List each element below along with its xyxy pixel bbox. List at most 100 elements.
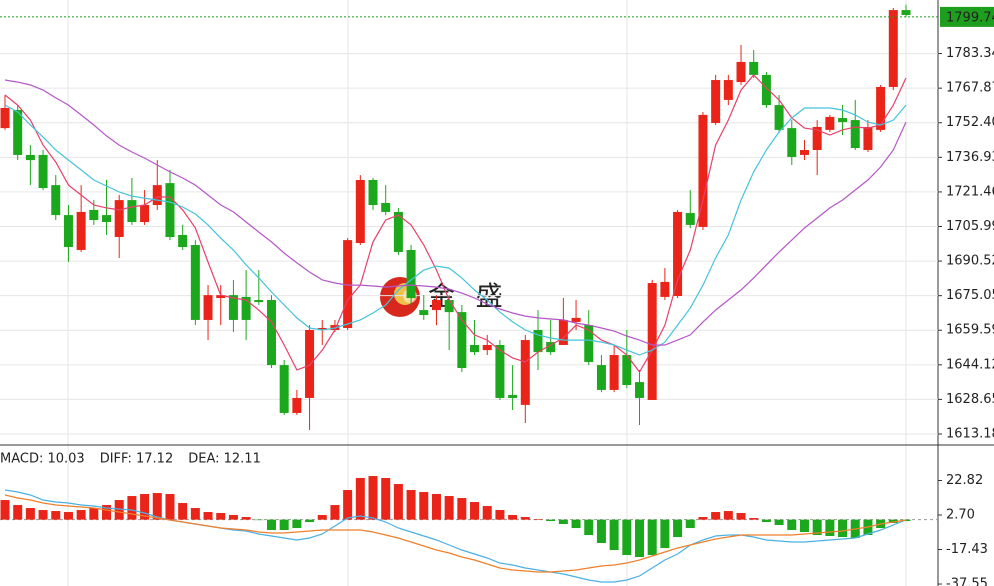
macd-bar — [698, 517, 708, 520]
candle-body — [812, 126, 822, 151]
macd-bar — [761, 519, 771, 523]
candle-body — [368, 179, 378, 206]
macd-bar — [419, 492, 429, 520]
candle-body — [165, 183, 175, 237]
macd-bar — [13, 505, 23, 520]
candle-body — [799, 150, 809, 155]
y-tick-label: 1613.18 — [946, 427, 994, 442]
y-tick-label: 1705.99 — [946, 219, 994, 234]
y-tick-label: 1721.46 — [946, 184, 994, 199]
candle-body — [127, 200, 137, 223]
macd-bar — [520, 517, 530, 520]
candle-body — [178, 234, 188, 248]
moving-average-line — [4, 74, 907, 374]
macd-bar — [635, 519, 645, 558]
candle-body — [317, 327, 327, 330]
last-price-box — [940, 6, 994, 27]
macd-bar — [355, 478, 365, 520]
macd-bar — [114, 500, 124, 520]
candle-body — [76, 211, 86, 250]
macd-bar — [825, 519, 835, 537]
macd-bar — [216, 513, 226, 520]
macd-bar — [254, 519, 264, 521]
macd-bar — [152, 493, 162, 520]
candle-body — [698, 114, 708, 227]
macd-bar — [508, 515, 518, 520]
y-tick-label: 2.70 — [946, 507, 975, 522]
candle-body — [241, 296, 251, 320]
candle-body — [749, 61, 759, 75]
candle-body — [647, 283, 657, 400]
legend-entry: DEA: 12.11 — [188, 452, 261, 467]
candle-body — [711, 80, 721, 123]
macd-bar — [368, 476, 378, 520]
y-tick-label: 1736.93 — [946, 150, 994, 165]
candle-body — [305, 329, 315, 398]
macd-bar — [292, 519, 302, 529]
candle-body — [190, 245, 200, 320]
candle-body — [292, 397, 302, 413]
candle-body — [152, 185, 162, 206]
macd-bar — [266, 519, 276, 531]
candle-body — [444, 300, 454, 313]
candle-body — [761, 74, 771, 106]
y-tick-label: 22.82 — [946, 473, 983, 488]
candle-body — [470, 344, 480, 353]
y-tick-label: 1659.59 — [946, 323, 994, 338]
candle-body — [850, 120, 860, 149]
candle-body — [457, 312, 467, 369]
macd-line — [4, 494, 907, 573]
macd-bar — [838, 519, 848, 538]
candle-body — [89, 209, 99, 220]
macd-bar — [685, 519, 695, 529]
macd-bar — [63, 512, 73, 520]
candle-body — [343, 240, 353, 328]
macd-bar — [736, 513, 746, 520]
macd-bar — [76, 510, 86, 520]
candle-body — [381, 203, 391, 212]
candle-body — [25, 154, 35, 161]
macd-bar — [660, 519, 670, 549]
candle-body — [736, 61, 746, 83]
macd-bar — [127, 496, 137, 520]
last-price-label: 1799.74 — [946, 10, 994, 25]
macd-bar — [279, 519, 289, 531]
candle-body — [838, 118, 848, 123]
candle-body — [203, 295, 213, 320]
macd-bar — [571, 519, 581, 529]
candle-body — [876, 86, 886, 130]
candle-body — [431, 300, 441, 311]
macd-bar — [888, 519, 898, 524]
candle-body — [38, 154, 48, 189]
candle-body — [622, 355, 632, 385]
candle-body — [51, 185, 61, 216]
macd-bar — [431, 494, 441, 520]
macd-bar — [330, 505, 340, 520]
macd-bar — [241, 517, 251, 520]
candle-body — [114, 200, 124, 237]
macd-bar — [673, 519, 683, 538]
legend-entry: MACD: 10.03 — [0, 452, 85, 467]
macd-bar — [178, 503, 188, 520]
candle-body — [216, 295, 226, 299]
macd-bar — [558, 519, 568, 525]
macd-bar — [799, 519, 809, 533]
candle-body — [901, 10, 911, 15]
macd-bar — [203, 512, 213, 520]
macd-bar — [723, 511, 733, 520]
macd-bar — [546, 519, 556, 522]
candle-body — [685, 213, 695, 225]
candle-body — [774, 105, 784, 130]
candle-body — [533, 329, 543, 353]
candle-body — [254, 300, 264, 303]
legend-entry: DIFF: 17.12 — [100, 452, 174, 467]
macd-bar — [0, 500, 10, 520]
macd-bar — [393, 484, 403, 520]
y-tick-label: -37.55 — [946, 577, 988, 586]
candle-body — [723, 80, 733, 100]
y-tick-label: 1644.12 — [946, 357, 994, 372]
macd-bar — [317, 515, 327, 520]
candle-body — [558, 319, 568, 345]
